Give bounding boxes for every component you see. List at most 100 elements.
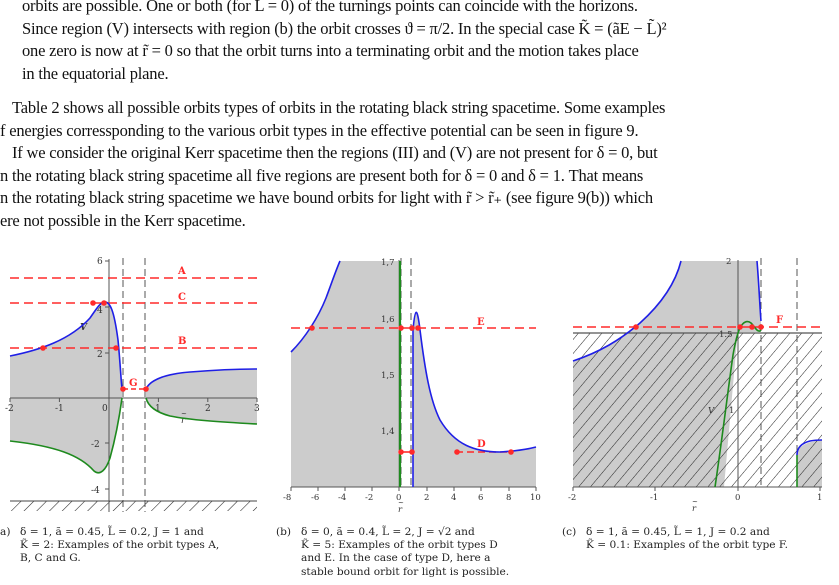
- svg-text:6: 6: [478, 493, 483, 503]
- x-ticks: [9, 398, 258, 402]
- text-line: orbits are possible. One or both (for L …: [22, 0, 638, 15]
- caption-line: K̃ = 5: Examples of the orbit types D: [301, 539, 498, 552]
- svg-text:2: 2: [97, 350, 103, 360]
- text-line: n the rotating black string spacetime al…: [0, 165, 644, 185]
- svg-text:r: r: [398, 505, 403, 515]
- svg-text:1: 1: [729, 406, 734, 416]
- svg-text:V: V: [80, 323, 88, 333]
- turning-points: [40, 300, 149, 392]
- svg-text:1,4: 1,4: [381, 427, 395, 437]
- svg-text:~: ~: [181, 410, 187, 418]
- svg-text:-8: -8: [283, 493, 291, 503]
- svg-text:2: 2: [726, 257, 731, 267]
- turning-points: [633, 324, 764, 330]
- potential-curve-lower-outer: [145, 397, 258, 425]
- svg-text:D: D: [477, 439, 486, 450]
- text-line: one zero is now at r̃ = 0 so that the or…: [22, 41, 639, 60]
- caption-label: a): [0, 526, 11, 538]
- text-line: Since region (V) intersects with region …: [22, 18, 667, 41]
- svg-text:A: A: [177, 266, 186, 277]
- forbidden-region-left: [291, 261, 398, 487]
- svg-text:1.5: 1.5: [719, 330, 733, 340]
- caption-line: K̃ = 0.1: Examples of the orbit type F.: [586, 539, 788, 552]
- caption-line: stable bound orbit for light is possible…: [301, 565, 510, 578]
- forbidden-region-upper: [10, 301, 122, 398]
- caption-line: δ = 1, ã = 0.45, L̃ = 1, J = 0.2 and: [586, 526, 770, 538]
- energy-label-f: F: [776, 315, 783, 326]
- svg-text:3: 3: [254, 404, 260, 414]
- svg-text:r: r: [692, 504, 697, 514]
- svg-text:1: 1: [817, 493, 822, 503]
- potential-curve-upper-left: [290, 260, 341, 353]
- svg-text:10: 10: [530, 493, 541, 503]
- svg-text:-2: -2: [5, 404, 14, 414]
- caption-label: (b): [276, 526, 292, 538]
- svg-text:-4: -4: [91, 486, 100, 496]
- paragraph-3: If we consider the original Kerr spaceti…: [0, 142, 658, 232]
- paragraph-2: Table 2 shows all possible orbits types …: [0, 97, 665, 142]
- caption-line: B, C and G.: [20, 552, 81, 565]
- svg-text:~: ~: [692, 498, 698, 506]
- potential-curve-lower: [714, 320, 762, 488]
- forbidden-region-upper-right: [146, 369, 257, 398]
- caption-line: K̃ = 2: Examples of the orbit types A,: [20, 539, 220, 552]
- text-line: f energies corressponding to the various…: [0, 120, 639, 140]
- forbidden-region-lower: [10, 398, 122, 473]
- caption-9a: a) δ = 1, ã = 0.45, L̃ = 0.2, J = 1 and …: [0, 526, 275, 584]
- svg-text:-2: -2: [91, 440, 100, 450]
- figure-9c-effective-potential: -2 -1 0 1 2 1.5 1 r~ V F: [568, 257, 822, 514]
- energy-levels: [10, 277, 259, 349]
- svg-text:B: B: [178, 336, 186, 347]
- svg-text:0: 0: [735, 493, 740, 503]
- svg-text:~: ~: [398, 499, 404, 507]
- potential-curve-lower: [9, 397, 123, 474]
- svg-text:4: 4: [97, 306, 103, 316]
- svg-text:4: 4: [451, 493, 456, 503]
- potential-curve-upper-left: [572, 260, 682, 362]
- svg-text:-2: -2: [365, 493, 373, 503]
- svg-text:E: E: [477, 317, 485, 328]
- svg-text:1,6: 1,6: [381, 315, 395, 325]
- tick-labels: -8 -6 -4 -2 0 2 4 6 8 10 r~ 1,7 1,6 1,5 1,4: [283, 258, 541, 515]
- text-line: in the equatorial plane.: [22, 63, 169, 83]
- svg-text:C: C: [178, 292, 186, 303]
- svg-text:8: 8: [506, 493, 511, 503]
- x-ticks: [290, 487, 537, 491]
- forbidden-region-inner: [738, 261, 761, 332]
- tick-labels: -2 -1 0 1 2 1.5 1 r~ V: [568, 257, 822, 514]
- caption-label: (c): [562, 526, 577, 538]
- text-line: If we consider the original Kerr spaceti…: [12, 143, 658, 162]
- svg-text:6: 6: [97, 257, 103, 267]
- paragraph-1: orbits are possible. One or both (for L …: [22, 0, 667, 85]
- caption-line: δ = 1, ã = 0.45, L̃ = 0.2, J = 1 and: [20, 526, 204, 538]
- svg-text:0: 0: [396, 493, 401, 503]
- text-line: Table 2 shows all possible orbits types …: [12, 98, 666, 117]
- svg-text:-1: -1: [650, 493, 658, 503]
- svg-text:-4: -4: [338, 493, 346, 503]
- y-ticks: [105, 260, 109, 490]
- forbidden-region-right: [413, 312, 536, 487]
- svg-text:2: 2: [424, 493, 429, 503]
- svg-text:V: V: [708, 406, 715, 416]
- svg-text:r: r: [181, 416, 186, 426]
- svg-text:-6: -6: [311, 493, 319, 503]
- svg-text:-1: -1: [55, 404, 64, 414]
- svg-text:-2: -2: [568, 493, 576, 503]
- caption-9c: (c) δ = 1, ã = 0.45, L̃ = 1, J = 0.2 and…: [562, 526, 839, 584]
- energy-labels: ED: [477, 317, 486, 450]
- forbidden-region-lower-right: [146, 398, 257, 424]
- caption-line: δ = 0, ã = 0.4, L̃ = 2, J = √2 and: [301, 526, 475, 538]
- hatched-region: [10, 501, 257, 511]
- potential-curve-upper-inner: [756, 260, 762, 322]
- tick-labels: 6 4 2 -2 -4 -2 -1 0 1 2 3 r~ V: [5, 257, 260, 496]
- svg-text:2: 2: [205, 404, 211, 414]
- energy-labels: A C B G: [129, 266, 186, 389]
- figure-9a-effective-potential: 6 4 2 -2 -4 -2 -1 0 1 2 3 r~ V A C B G: [5, 257, 260, 512]
- caption-9b: (b) δ = 0, ã = 0.4, L̃ = 2, J = √2 and K…: [276, 526, 561, 584]
- hatched-region: [573, 333, 822, 487]
- svg-text:1,7: 1,7: [381, 258, 395, 268]
- svg-text:0: 0: [102, 404, 108, 414]
- svg-text:1,5: 1,5: [381, 371, 395, 381]
- svg-text:G: G: [129, 378, 138, 389]
